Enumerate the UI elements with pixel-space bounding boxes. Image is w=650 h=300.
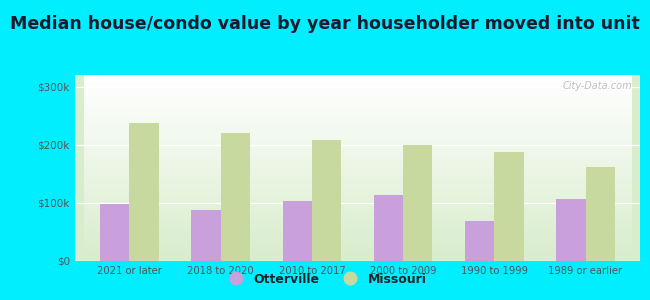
Bar	[556, 199, 586, 261]
Bar	[100, 204, 129, 261]
Bar	[494, 152, 523, 261]
Legend: Otterville, Missouri: Otterville, Missouri	[218, 268, 432, 291]
Bar	[192, 210, 221, 261]
Bar	[312, 140, 341, 261]
Bar	[374, 195, 403, 261]
Bar	[403, 145, 432, 261]
Bar	[465, 221, 494, 261]
Bar	[129, 123, 159, 261]
Bar	[586, 167, 615, 261]
Bar	[283, 201, 312, 261]
Text: City-Data.com: City-Data.com	[562, 81, 632, 91]
Bar	[221, 133, 250, 261]
Text: Median house/condo value by year householder moved into unit: Median house/condo value by year househo…	[10, 15, 640, 33]
